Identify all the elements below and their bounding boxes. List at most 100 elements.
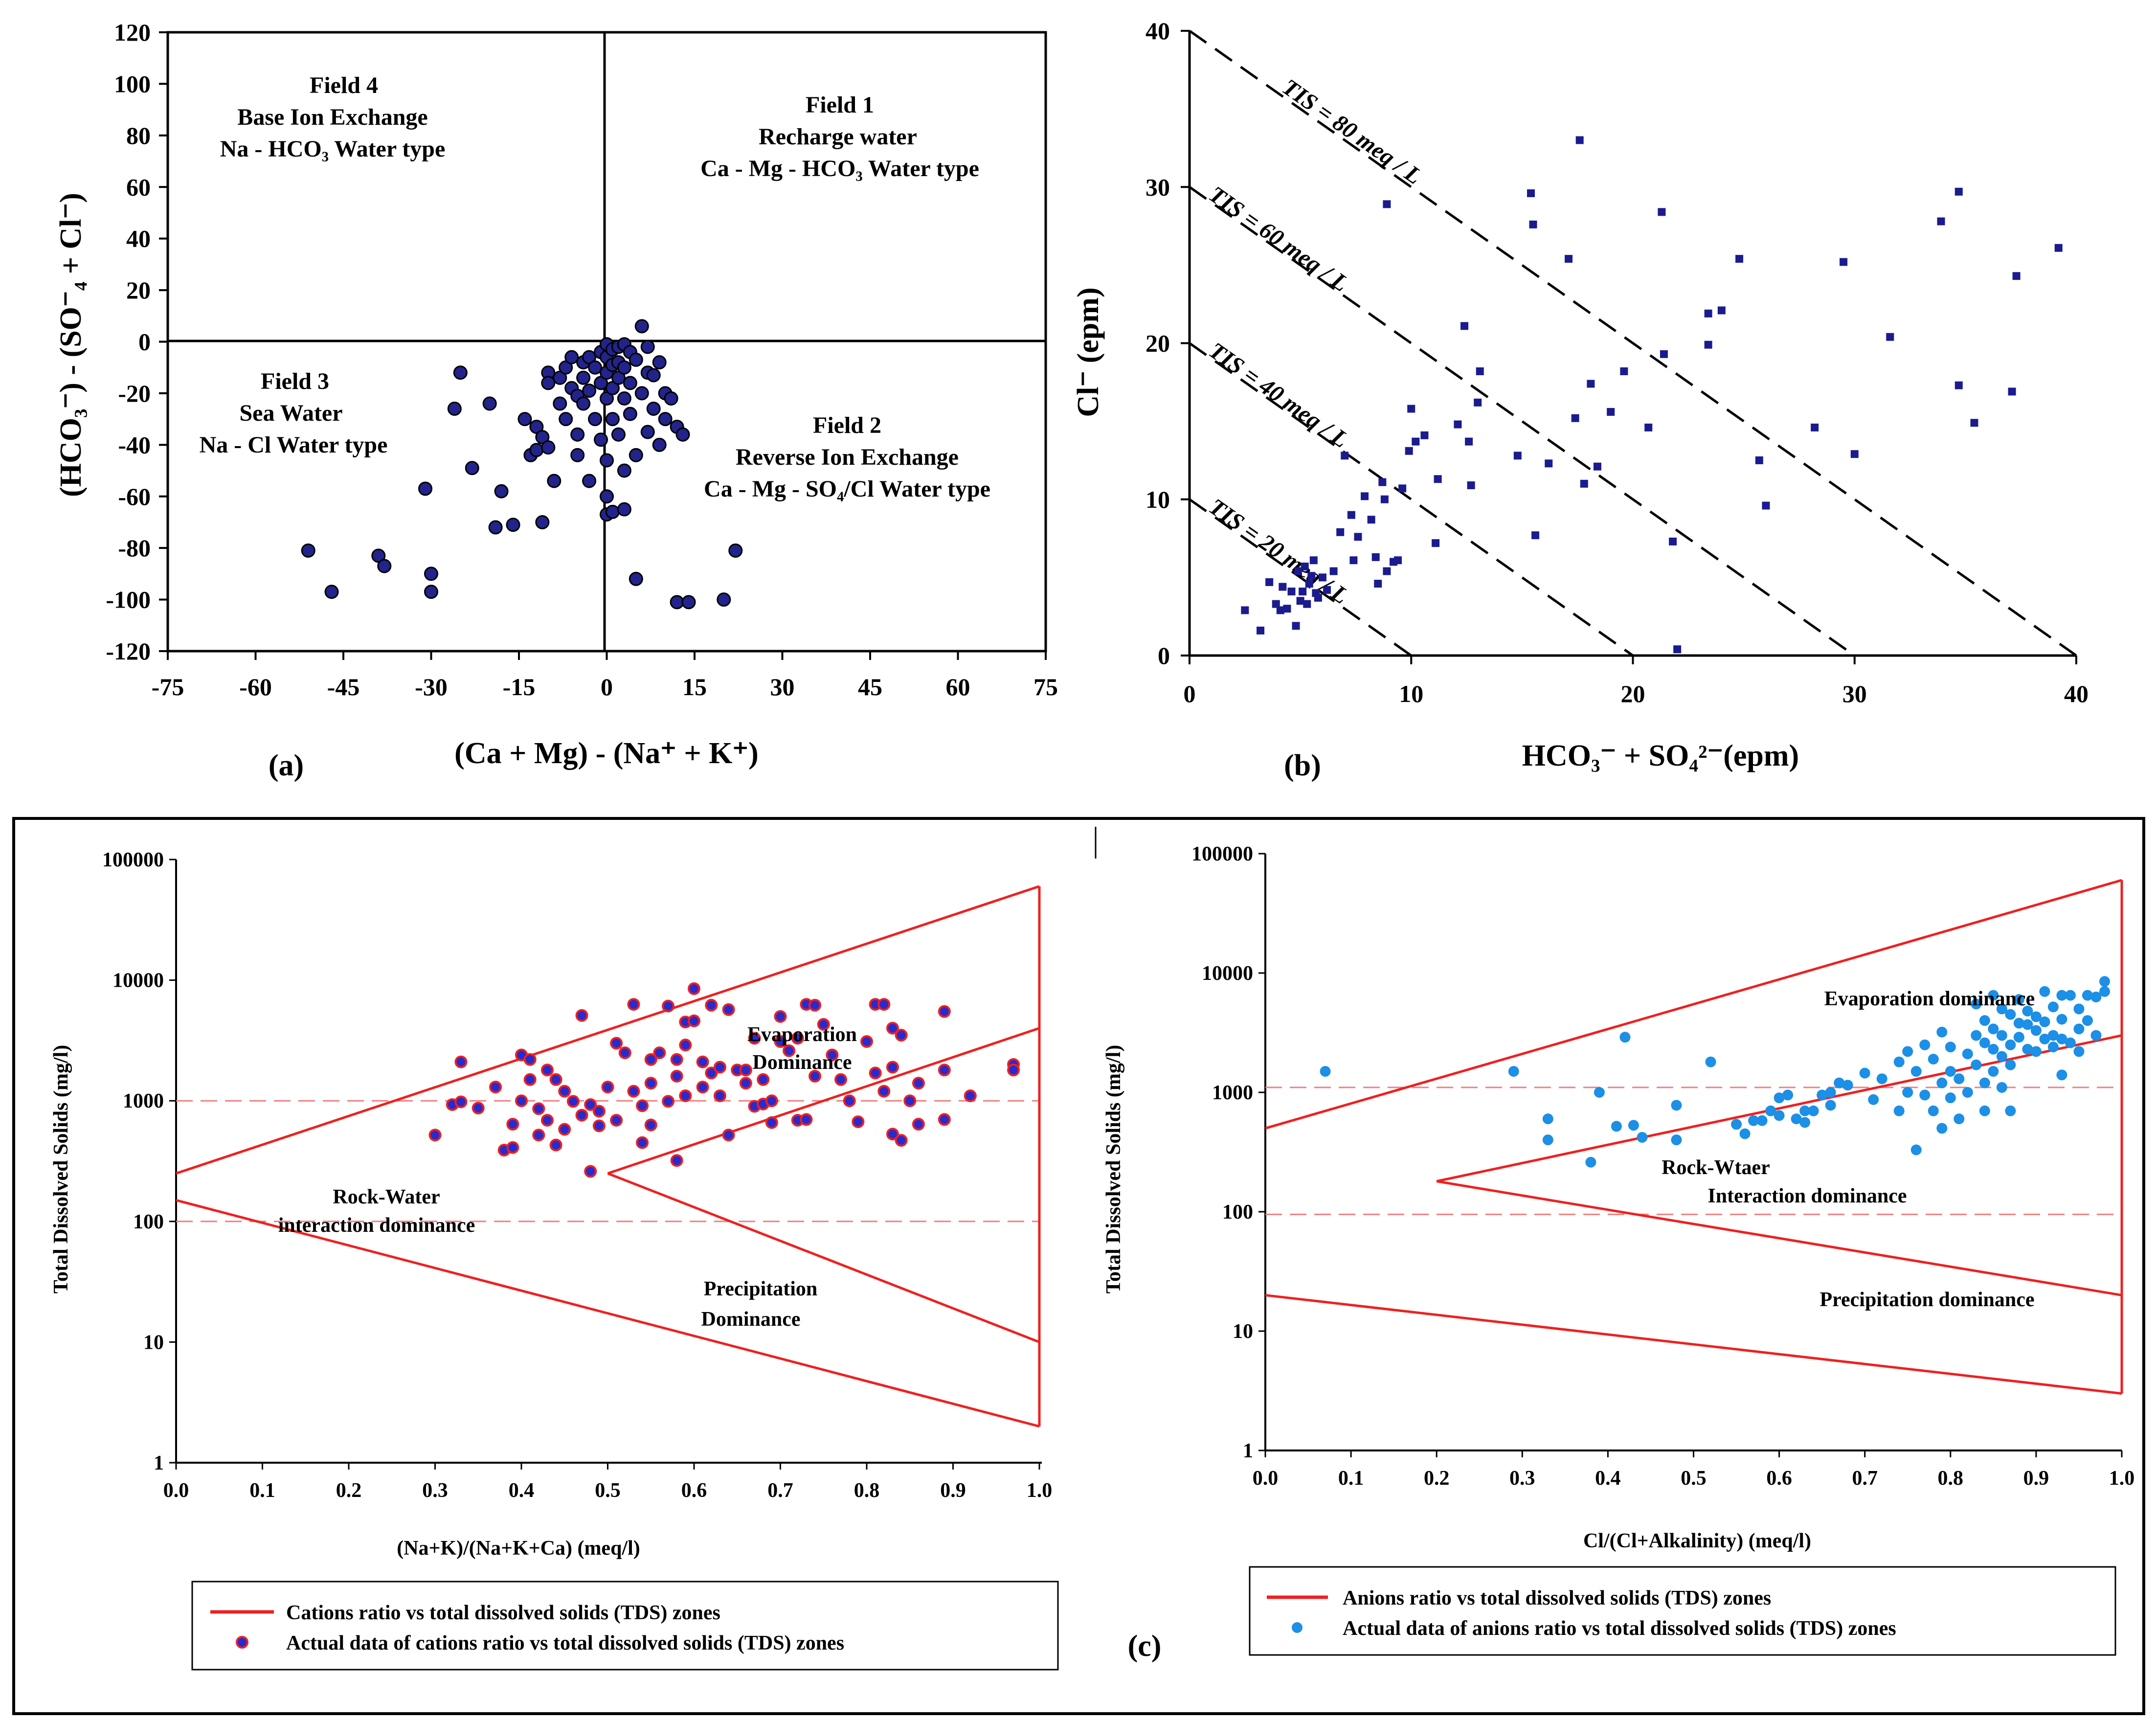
panel-a-data-point: [617, 391, 631, 406]
panel-c-left-data-point: [765, 1116, 778, 1129]
panel-b-data-point: [1398, 484, 1407, 493]
panel-a-x-tick-label: -60: [239, 673, 272, 701]
panel-c-left-data-point: [912, 1117, 925, 1131]
panel-a-data-point: [617, 360, 631, 375]
panel-b-data-point: [1607, 408, 1615, 416]
panel-c-right-data-point: [1834, 1077, 1845, 1088]
panel-b-data-point: [1405, 447, 1413, 455]
panel-c-left-data-point: [705, 998, 718, 1012]
panel-b-data-point: [1374, 580, 1382, 588]
panel-c-left-x-tick-label: 0.3: [422, 1479, 448, 1502]
panel-c-right-data-point: [1954, 1113, 1965, 1125]
panel-c-left-y-tick-label: 10: [143, 1331, 164, 1354]
panel-c-left-data-point: [636, 1099, 649, 1112]
panel-c-left-data-point: [826, 1048, 839, 1062]
panel-c-right-data-point: [1936, 1026, 1948, 1038]
panel-c-left-legend: [191, 1581, 1059, 1671]
panel-c-left-data-point: [549, 1073, 562, 1086]
panel-a-data-point: [652, 437, 667, 452]
panel-c-right-boundary-inner-upper: [1436, 1034, 2122, 1183]
panel-a-data-point: [640, 425, 655, 439]
panel-c-left-data-point: [791, 1032, 804, 1045]
panel-c-left-data-point: [938, 1005, 951, 1018]
panel-b-y-axis-label: Cl⁻ (epm): [1072, 287, 1105, 417]
panel-c-left-data-point: [808, 1069, 822, 1083]
panel-c-right-data-point: [1637, 1132, 1648, 1143]
panel-c-left-data-point: [566, 1095, 580, 1108]
panel-a-y-tick-label: -80: [118, 534, 151, 562]
panel-a-y-tick-label: -100: [106, 586, 151, 613]
panel-c-right-data-point: [1859, 1067, 1870, 1079]
panel-a-data-point: [564, 350, 579, 364]
panel-c-right-data-point: [1893, 1105, 1905, 1116]
panel-c-left-data-point: [454, 1055, 468, 1068]
panel-c-right-data-point: [2005, 1059, 2016, 1070]
panel-b-tis-label: TIS = 40 meq / L: [1204, 338, 1353, 453]
panel-c-left-data-point: [688, 1014, 700, 1027]
panel-b-data-point: [1954, 381, 1963, 389]
panel-c-right-data-point: [1671, 1100, 1682, 1111]
panel-b-data-point: [1669, 537, 1677, 545]
panel-c-left-data-point: [895, 1029, 908, 1042]
panel-a-data-point: [652, 355, 667, 370]
panel-c-left-y-tick-label: 1000: [123, 1090, 164, 1112]
panel-b-data-point: [1383, 567, 1391, 575]
panel-c-left-data-point: [774, 1035, 787, 1048]
panel-b-y-tick-label: 40: [1145, 17, 1170, 45]
panel-c-left-data-point: [584, 1098, 597, 1111]
panel-c-right-data-point: [1936, 1077, 1948, 1088]
panel-a-data-point: [670, 595, 684, 610]
panel-c-right-data-point: [2082, 990, 2093, 1001]
panel-c-right-legend-point-label: Actual data of anions ratio vs total dis…: [1343, 1617, 1896, 1640]
panel-c-right-x-tick-label: 0.4: [1595, 1467, 1621, 1490]
panel-a-data-point: [553, 396, 567, 411]
panel-c-right-data-point: [2022, 1005, 2033, 1017]
panel-b-data-point: [2054, 244, 2063, 252]
panel-c-right-data-point: [1320, 1066, 1331, 1077]
panel-b-data-point: [1755, 456, 1763, 464]
panel-b-data-point: [1301, 563, 1309, 571]
panel-c-right-x-axis-label: Cl/(Cl+Alkalinity) (meq/l): [1583, 1530, 1811, 1552]
panel-a-x-tick-label: 75: [1033, 673, 1058, 701]
panel-c-right-data-point: [1971, 1059, 1982, 1070]
panel-c-left-data-point: [584, 1165, 597, 1178]
panel-b-data-point: [1323, 586, 1331, 594]
panel-a-y-tick-label: 80: [126, 122, 151, 149]
panel-c-right-boundary-upper: [1265, 879, 2122, 1130]
panel-c-right-data-point: [2090, 991, 2102, 1002]
panel-c-left-data-point: [532, 1129, 545, 1142]
panel-c-right-data-point: [1919, 1089, 1931, 1101]
panel-c-left-x-tick-label: 0.5: [595, 1479, 621, 1502]
panel-c-right-data-point: [1979, 1015, 1990, 1026]
panel-b-data-point: [1354, 533, 1362, 541]
panel-a-y-tick-label: 120: [114, 19, 151, 46]
panel-c-left-data-point: [843, 1094, 856, 1108]
panel-c-right-data-point: [1765, 1105, 1776, 1116]
panel-c-left-data-point: [886, 1061, 899, 1074]
panel-b-data-point: [1276, 606, 1284, 614]
panel-c-left-data-point: [601, 1081, 614, 1094]
panel-a-data-point: [629, 448, 643, 462]
panel-c-right-data-point: [1825, 1087, 1836, 1098]
panel-c-left-x-axis-label: (Na+K)/(Na+K+Ca) (meq/l): [397, 1537, 640, 1560]
panel-c-right-data-point: [1774, 1110, 1785, 1121]
panel-c-left-y-ticks: 100000 10000 1000 100 10 1: [102, 849, 176, 1474]
panel-c-right-data-point: [1945, 1042, 1956, 1053]
panel-a-data-point: [541, 440, 556, 455]
panel-c-left-y-tick-label: 1: [154, 1452, 164, 1474]
panel-c-left-data-point: [895, 1134, 908, 1147]
panel-c-right-data-point: [1979, 1037, 1990, 1048]
panel-c-left-data-point: [808, 998, 822, 1012]
panel-c-left-data-point: [627, 1085, 640, 1098]
panel-c-right-x-tick-label: 0.1: [1338, 1467, 1364, 1490]
panel-b-data-point: [1658, 208, 1666, 216]
panel-c-right-data-point: [2065, 1037, 2076, 1048]
panel-c-right-data-point: [1902, 1087, 1913, 1098]
panel-a-data-point: [681, 595, 696, 610]
panel-c-right-data-point: [1791, 1113, 1802, 1125]
panel-a-data-point: [424, 585, 438, 599]
panel-a-data-point: [634, 319, 649, 334]
panel-c-right-data-point: [1988, 1066, 1999, 1077]
panel-a-y-tick-label: 100: [114, 70, 151, 97]
panel-b-x-tick-label: 30: [1842, 680, 1867, 707]
